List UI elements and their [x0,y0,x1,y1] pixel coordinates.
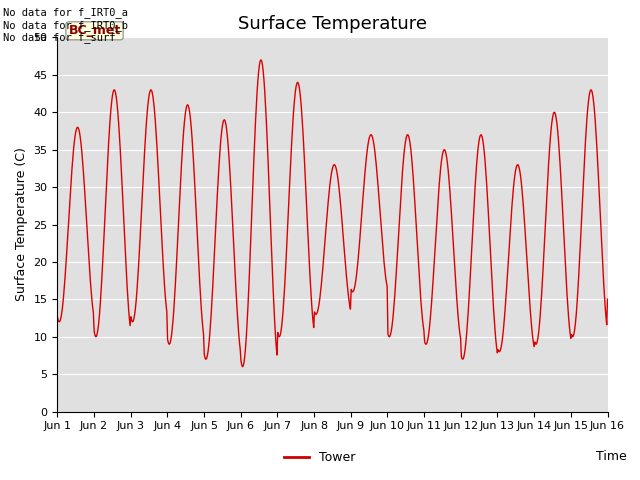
Title: Surface Temperature: Surface Temperature [238,15,427,33]
Text: BC_met: BC_met [68,24,121,37]
Legend: Tower: Tower [279,446,361,469]
Text: No data for f_IRT0_a
No data for f_IRT0_b
No data for f_surf: No data for f_IRT0_a No data for f_IRT0_… [3,7,128,43]
Text: Time: Time [596,450,627,463]
Y-axis label: Surface Temperature (C): Surface Temperature (C) [15,147,28,301]
